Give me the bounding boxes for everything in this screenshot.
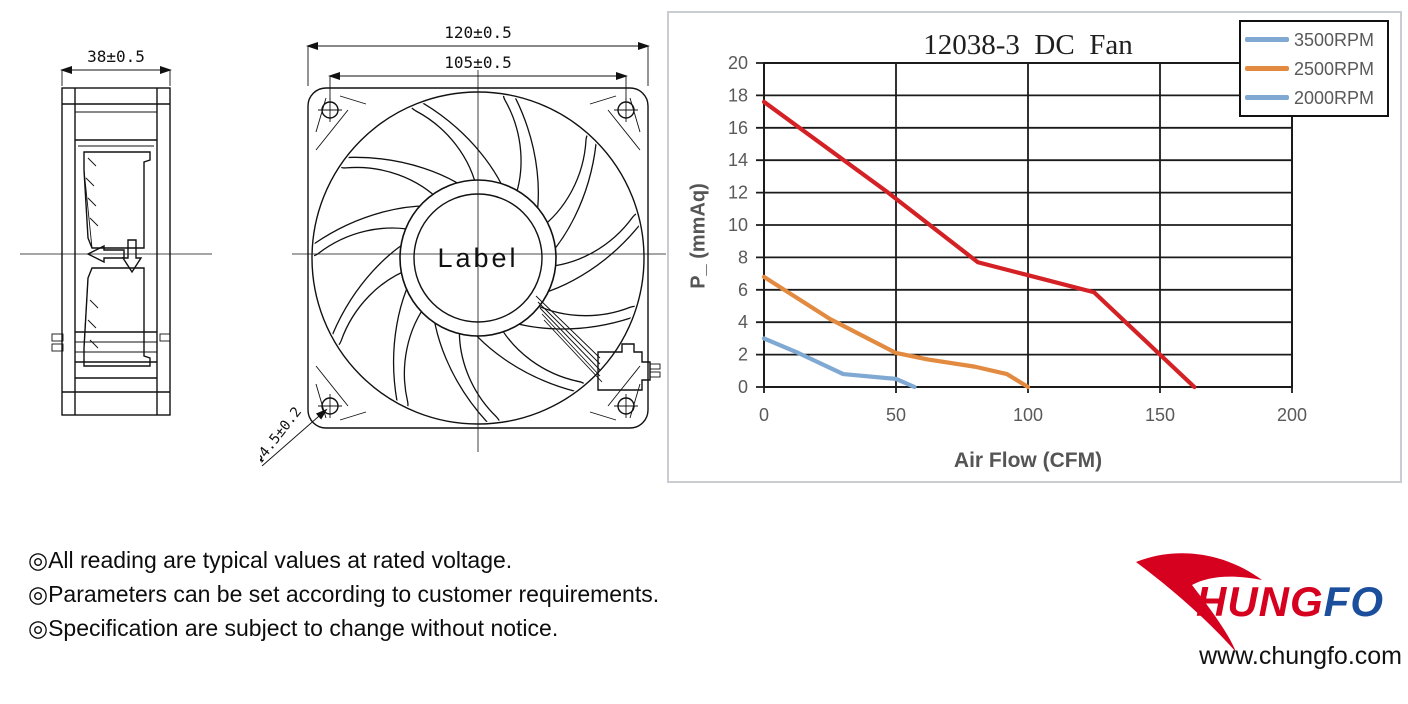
side-view-body [51, 87, 171, 416]
c-swoosh-icon [1136, 553, 1262, 652]
wire-connector [535, 295, 661, 391]
series-3500RPM [761, 99, 1197, 390]
dimension-120: 120±0.5 [306, 23, 650, 86]
series-2000RPM [761, 336, 917, 390]
y-tick-label: 6 [738, 280, 748, 300]
y-tick-label: 8 [738, 247, 748, 267]
website-url: www.chungfo.com [1199, 642, 1402, 670]
legend-item: 3500RPM [1245, 31, 1383, 49]
x-axis-title: Air Flow (CFM) [953, 449, 1103, 472]
dimension-38: 38±0.5 [60, 47, 172, 86]
dim-120-label: 120±0.5 [444, 23, 511, 42]
legend-label: 2500RPM [1294, 58, 1375, 79]
legend-item: 2500RPM [1245, 60, 1383, 78]
legend-line-swatch [1245, 95, 1289, 100]
y-tick-label: 0 [738, 377, 748, 397]
y-tick-label: 12 [728, 183, 748, 203]
hole-callout-label: 5-Φ4.5±0.2 [260, 404, 305, 480]
brand-text-red: HUNG [1196, 578, 1324, 625]
x-tick-label: 200 [1277, 405, 1307, 425]
side-view-drawing: 38±0.5 [20, 47, 212, 416]
hub-label: Label [437, 243, 518, 273]
y-axis-title: P_ (mmAq) [687, 183, 710, 289]
y-tick-label: 14 [728, 150, 748, 170]
company-logo: HUNGFO www.chungfo.com [1130, 548, 1402, 678]
brand-text-blue: FO [1323, 578, 1384, 625]
chart-title: 12038-3 DC Fan [923, 29, 1133, 61]
note-line: ◎Parameters can be set according to cust… [28, 581, 660, 607]
performance-chart-panel: 12038-3 DC Fan P_ (mmAq) 0 2 4 6 8 10 12 14 16 18… [667, 11, 1402, 483]
hole-callout: 5-Φ4.5±0.2 [260, 404, 328, 480]
y-tick-label: 20 [728, 53, 748, 73]
legend-item: 2000RPM [1245, 89, 1383, 107]
mounting-hole-top-left [318, 98, 342, 122]
x-tick-label: 50 [886, 405, 906, 425]
series-2500RPM [761, 274, 1031, 390]
y-tick-label: 16 [728, 118, 748, 138]
front-view-drawing: 120±0.5 105±0.5 [260, 23, 666, 480]
legend-label: 2000RPM [1294, 87, 1375, 108]
notes-section: ◎All reading are typical values at rated… [28, 543, 659, 645]
dim-38-label: 38±0.5 [87, 47, 145, 66]
mounting-hole-bottom-left [318, 394, 342, 418]
y-tick-label: 2 [738, 345, 748, 365]
x-tick-label: 150 [1145, 405, 1175, 425]
y-tick-label: 10 [728, 215, 748, 235]
dim-105-label: 105±0.5 [444, 53, 511, 72]
chart-legend: 3500RPM 2500RPM 2000RPM [1239, 20, 1389, 117]
legend-label: 3500RPM [1294, 29, 1375, 50]
legend-line-swatch [1245, 66, 1289, 71]
note-line: ◎Specification are subject to change wit… [28, 615, 559, 641]
y-tick-label: 18 [728, 85, 748, 105]
rotation-arrow-down [121, 239, 143, 274]
x-tick-label: 0 [759, 405, 769, 425]
legend-line-swatch [1245, 37, 1289, 42]
mounting-holes [318, 98, 638, 418]
y-tick-label: 4 [738, 312, 748, 332]
x-tick-label: 100 [1013, 405, 1043, 425]
brand-wordmark: HUNGFO [1196, 578, 1384, 626]
note-line: ◎All reading are typical values at rated… [28, 547, 513, 573]
corner-braces [315, 95, 641, 421]
mounting-hole-top-right [614, 98, 638, 122]
mounting-hole-bottom-right [614, 394, 638, 418]
